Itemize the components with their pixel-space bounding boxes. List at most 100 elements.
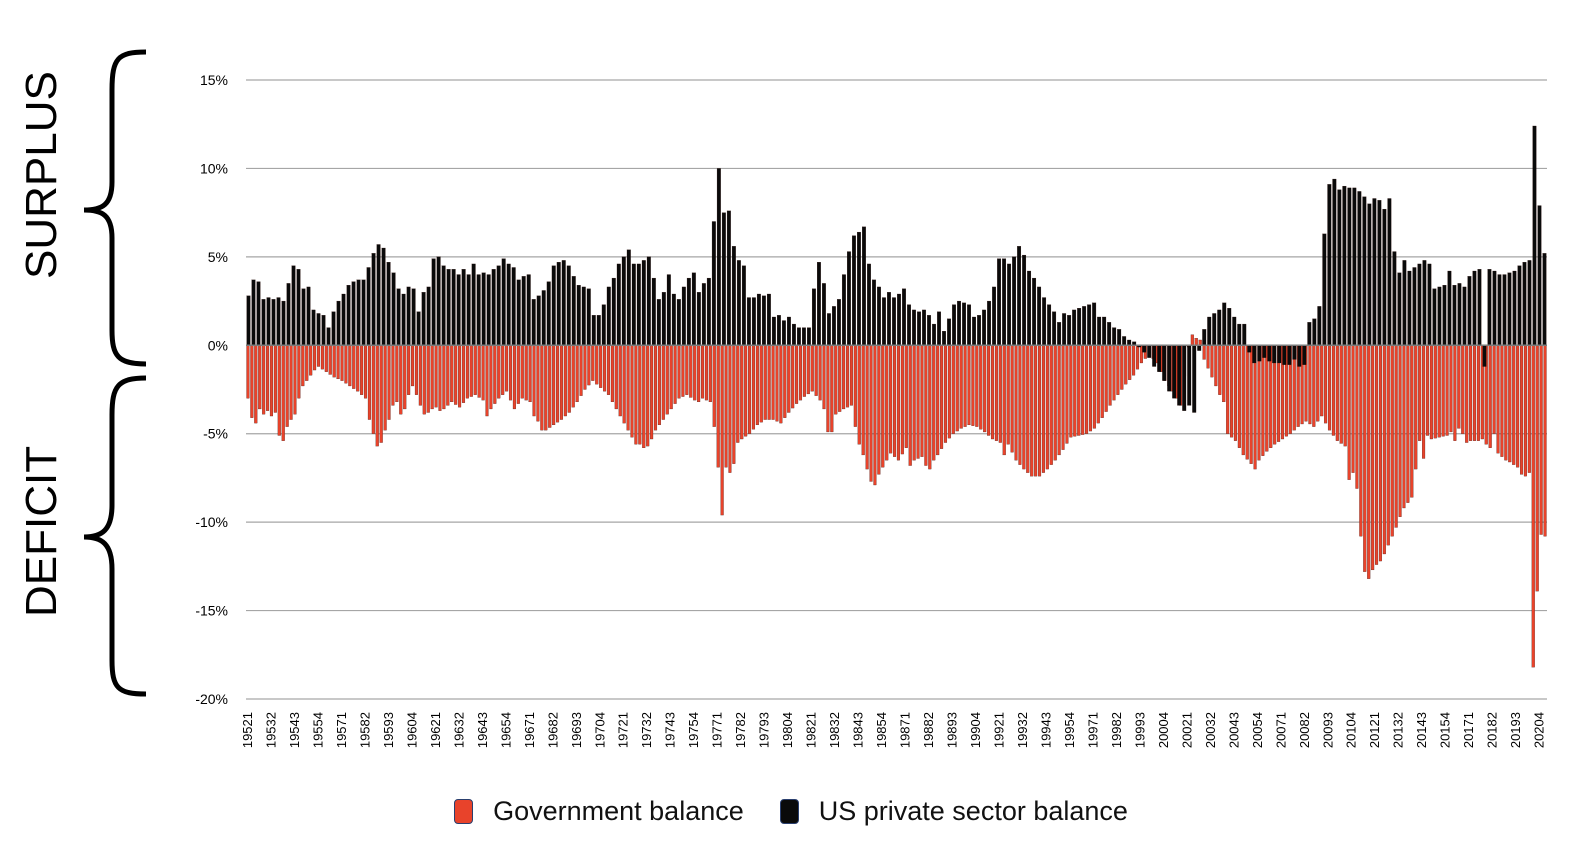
bar (830, 345, 834, 433)
bar (810, 345, 814, 392)
x-tick-label: 19782 (733, 712, 748, 748)
bar (736, 345, 740, 443)
bar (766, 293, 771, 346)
bar (1535, 345, 1539, 592)
bar (581, 286, 586, 346)
bar (1433, 345, 1437, 439)
bar (877, 345, 881, 475)
x-tick-label: 19682 (545, 712, 560, 748)
y-tick-label: 10% (200, 160, 228, 176)
bar (352, 345, 356, 389)
bar (952, 304, 956, 346)
bar (677, 345, 681, 399)
bar (1414, 345, 1418, 470)
bar (979, 345, 983, 430)
bar (1194, 338, 1198, 346)
bar (446, 269, 451, 346)
bar (759, 345, 763, 423)
bar (466, 274, 471, 346)
bar (857, 345, 861, 445)
bar (661, 292, 666, 346)
bar (1497, 274, 1502, 346)
bar (505, 345, 509, 392)
bar (763, 345, 767, 420)
bar (586, 288, 591, 346)
bar (1132, 345, 1136, 376)
bar (306, 286, 311, 346)
bar (406, 286, 411, 346)
bar (1316, 345, 1320, 422)
bar (489, 345, 493, 410)
bar (907, 304, 911, 346)
bar (386, 262, 391, 346)
x-tick-label: 19743 (663, 712, 678, 748)
bar (1531, 345, 1535, 668)
bar (700, 345, 705, 399)
bar (1482, 345, 1487, 367)
bar (1320, 345, 1324, 417)
y-tick-label: -10% (195, 514, 228, 530)
deficit-label: DEFICIT (17, 445, 66, 617)
bar (403, 345, 407, 410)
bar (418, 345, 422, 406)
bar (1422, 345, 1426, 459)
bar (696, 292, 701, 346)
bar (972, 316, 976, 346)
bar (1307, 322, 1312, 346)
bar (563, 345, 567, 417)
bar (606, 286, 611, 346)
bar (892, 297, 896, 346)
bar (673, 345, 677, 404)
bar (1267, 345, 1272, 362)
bar (721, 212, 726, 346)
bar (305, 345, 309, 381)
bar (802, 345, 806, 397)
bar (1504, 345, 1508, 461)
bar (912, 309, 916, 346)
bar (548, 345, 552, 428)
bar (802, 327, 806, 346)
bar (1410, 345, 1414, 498)
bar (1117, 329, 1122, 346)
bar (476, 274, 481, 346)
bar (1476, 345, 1480, 441)
bar (1012, 256, 1017, 346)
x-tick-label: 19832 (827, 712, 842, 748)
x-tick-label: 19754 (686, 712, 701, 748)
bar (882, 297, 886, 346)
bar (795, 345, 799, 404)
bar (681, 345, 685, 397)
bar (731, 246, 736, 346)
bar (746, 297, 751, 346)
bar (1447, 270, 1452, 346)
bar (869, 345, 873, 482)
bar (1022, 254, 1027, 346)
bar (987, 345, 991, 436)
bar (1120, 345, 1124, 390)
bar (992, 286, 996, 346)
bar (646, 256, 651, 346)
bar (957, 300, 961, 346)
x-tick-label: 19871 (898, 712, 913, 748)
bar (1198, 339, 1202, 346)
bar (1465, 345, 1469, 443)
bar (1386, 345, 1390, 546)
bar (516, 279, 521, 346)
x-tick-label: 19882 (921, 712, 936, 748)
bar (1382, 208, 1387, 346)
bar (1422, 260, 1427, 346)
bar (246, 295, 251, 346)
bar (1272, 345, 1277, 364)
bar (1335, 345, 1339, 441)
bar (881, 345, 885, 468)
legend: Government balance US private sector bal… (0, 796, 1582, 827)
bar (486, 274, 491, 346)
x-tick-label: 20143 (1414, 712, 1429, 748)
bar (431, 258, 436, 346)
bar (1107, 322, 1112, 346)
bar (796, 327, 801, 346)
bar (932, 345, 936, 461)
bar (1390, 345, 1394, 537)
bar (1062, 313, 1067, 346)
bar (1452, 285, 1457, 346)
